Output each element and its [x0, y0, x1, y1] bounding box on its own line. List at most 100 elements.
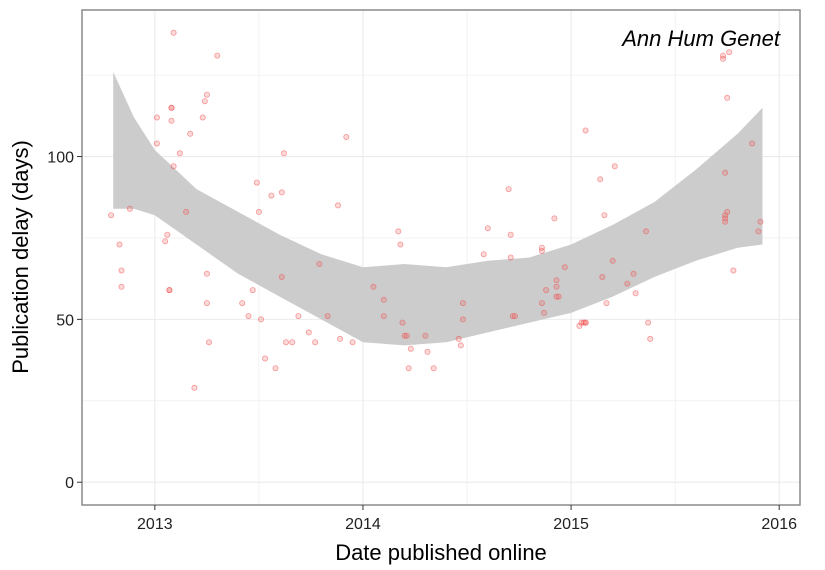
data-point — [162, 238, 169, 245]
data-point — [380, 313, 387, 320]
data-point — [730, 267, 737, 274]
data-point — [541, 309, 548, 316]
data-point — [168, 117, 175, 124]
data-point — [312, 339, 319, 346]
data-point — [755, 228, 762, 235]
data-point — [282, 339, 289, 346]
data-point — [239, 300, 246, 307]
axis-ticks-layer: 2013 2014 2015 2016 0 50 100 — [47, 150, 797, 533]
data-point — [538, 300, 545, 307]
data-point — [632, 290, 639, 297]
data-point — [484, 225, 491, 232]
data-point — [278, 189, 285, 196]
data-point — [582, 127, 589, 134]
data-point — [430, 365, 437, 372]
data-point — [624, 280, 631, 287]
data-point — [268, 192, 275, 199]
data-point — [201, 98, 208, 105]
data-point — [561, 264, 568, 271]
data-point — [405, 365, 412, 372]
data-point — [168, 104, 175, 111]
data-point — [603, 300, 610, 307]
data-point — [126, 205, 133, 212]
smooth-band-layer — [113, 71, 763, 346]
data-point — [722, 218, 729, 225]
data-point — [349, 339, 356, 346]
y-tick-label: 50 — [56, 312, 74, 329]
data-point — [399, 319, 406, 326]
data-point — [645, 319, 652, 326]
data-point — [370, 283, 377, 290]
data-point — [407, 345, 414, 352]
data-point — [555, 293, 562, 300]
x-tick-label: 2013 — [137, 516, 173, 533]
data-point — [582, 319, 589, 326]
data-point — [647, 335, 654, 342]
data-point — [118, 267, 125, 274]
data-point — [153, 140, 160, 147]
data-point — [599, 273, 606, 280]
data-point — [543, 287, 550, 294]
data-point — [580, 319, 587, 326]
data-point — [183, 208, 190, 215]
y-tick-label: 100 — [47, 150, 74, 167]
data-point — [170, 163, 177, 170]
data-point — [153, 114, 160, 121]
data-point — [170, 29, 177, 36]
data-point — [480, 251, 487, 258]
data-point — [278, 273, 285, 280]
data-point — [395, 228, 402, 235]
data-point — [578, 319, 585, 326]
data-point — [424, 348, 431, 355]
data-point — [576, 322, 583, 329]
data-point — [601, 212, 608, 219]
data-point — [724, 94, 731, 101]
data-point — [611, 163, 618, 170]
data-point — [630, 270, 637, 277]
data-point — [249, 287, 256, 294]
data-point — [720, 55, 727, 62]
data-point — [397, 241, 404, 248]
data-point — [253, 179, 260, 186]
data-point — [511, 313, 518, 320]
data-point — [455, 335, 462, 342]
x-tick-label: 2016 — [761, 516, 797, 533]
data-point — [166, 287, 173, 294]
data-point — [507, 254, 514, 261]
x-tick-label: 2014 — [345, 516, 381, 533]
y-axis-title: Publication delay (days) — [8, 140, 33, 374]
data-point — [722, 212, 729, 219]
data-point — [507, 231, 514, 238]
data-point — [108, 212, 115, 219]
x-axis-title: Date published online — [335, 540, 547, 565]
data-point — [203, 91, 210, 98]
journal-annotation: Ann Hum Genet — [620, 26, 781, 51]
data-point — [257, 316, 264, 323]
data-point — [538, 244, 545, 251]
data-point — [380, 296, 387, 303]
plot-frame — [81, 9, 801, 506]
data-point — [176, 150, 183, 157]
points-layer — [108, 29, 764, 391]
data-point — [459, 300, 466, 307]
data-point — [509, 313, 516, 320]
data-point — [757, 218, 764, 225]
data-point — [553, 277, 560, 284]
data-point — [609, 257, 616, 264]
data-point — [553, 283, 560, 290]
data-point — [726, 49, 733, 56]
data-point — [118, 283, 125, 290]
data-point — [116, 241, 123, 248]
data-point — [262, 355, 269, 362]
data-point — [295, 313, 302, 320]
data-point — [324, 313, 331, 320]
data-point — [255, 208, 262, 215]
data-point — [422, 332, 429, 339]
data-point — [245, 313, 252, 320]
data-point — [272, 365, 279, 372]
data-point — [720, 52, 727, 59]
data-point — [214, 52, 221, 59]
data-point — [289, 339, 296, 346]
data-point — [316, 260, 323, 267]
